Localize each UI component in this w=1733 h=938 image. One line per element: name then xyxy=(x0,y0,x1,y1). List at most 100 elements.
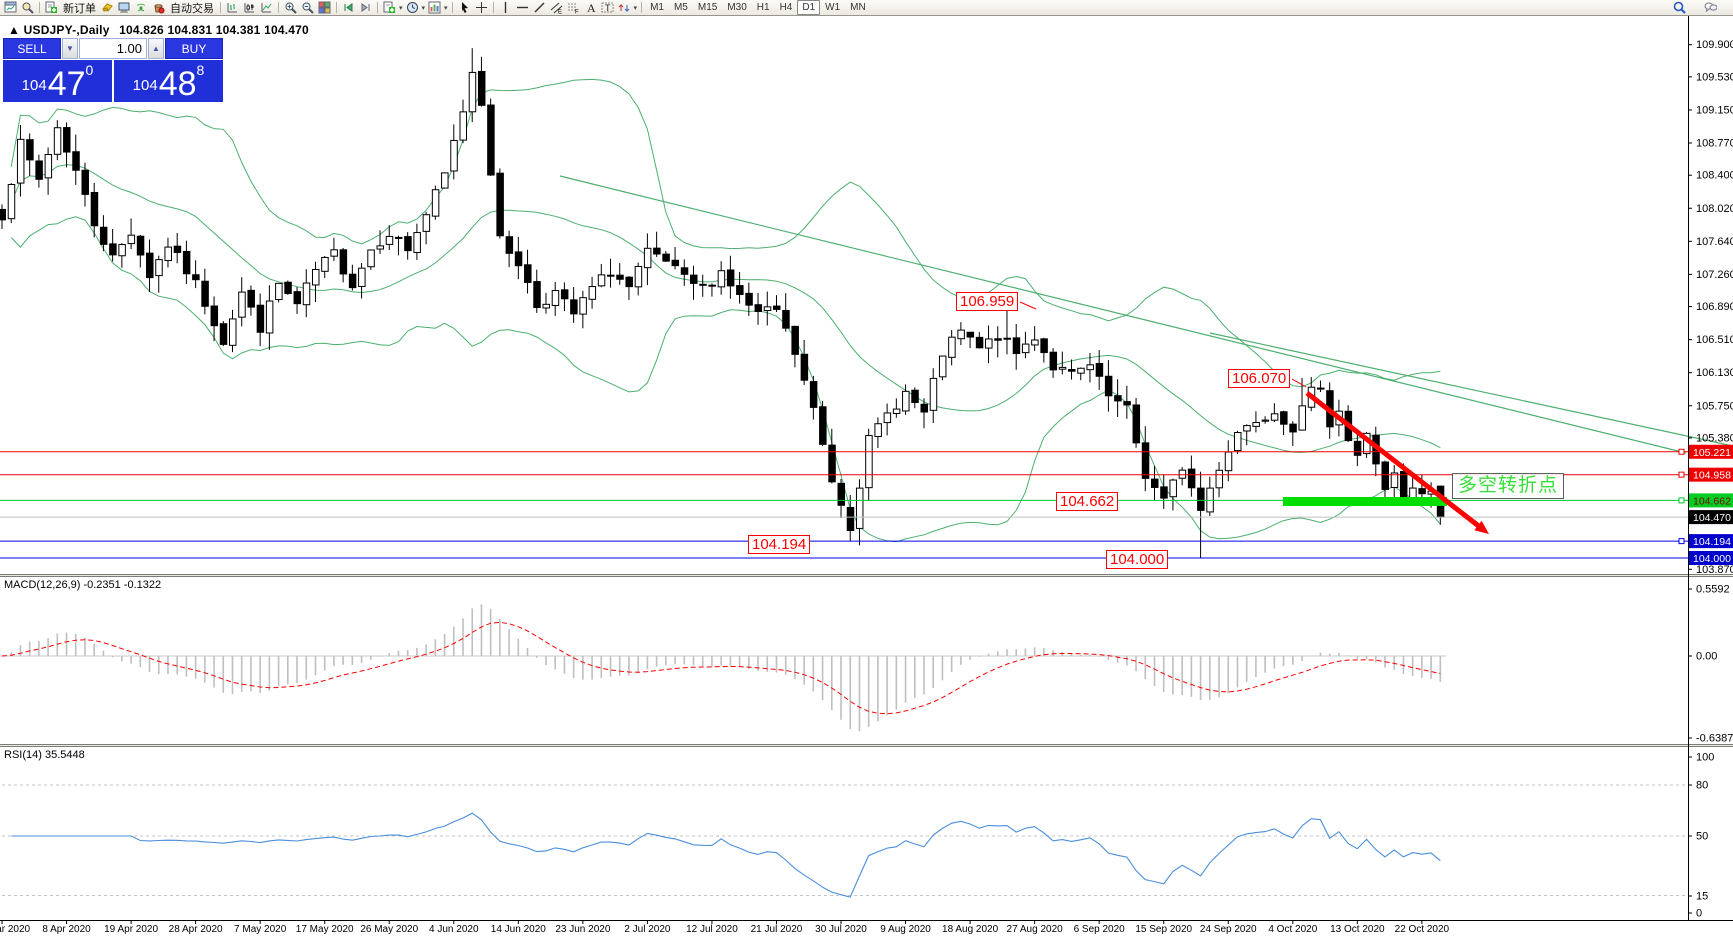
bear-candle xyxy=(1003,337,1011,340)
sell-button[interactable]: SELL xyxy=(3,38,61,59)
terminal-icon[interactable] xyxy=(116,0,133,15)
sell-price-base: 104 xyxy=(21,77,47,94)
red-trend-arrow[interactable] xyxy=(1305,391,1485,532)
price-callout[interactable]: 104.662 xyxy=(1056,492,1119,511)
volume-decrease-button[interactable]: ▼ xyxy=(62,38,78,59)
timeframe-button-d1[interactable]: D1 xyxy=(797,0,821,15)
rsi-label: RSI(14) 35.5448 xyxy=(4,749,85,761)
arrows-icon[interactable] xyxy=(616,0,633,15)
date-tick-label: 14 Jun 2020 xyxy=(490,924,546,935)
bull-candle xyxy=(1298,405,1307,431)
dropdown-caret-icon[interactable]: ▾ xyxy=(421,4,426,12)
expert-advisors-icon[interactable] xyxy=(99,0,116,15)
buy-price-display[interactable]: 104 48 8 xyxy=(114,60,223,102)
bull-candle xyxy=(44,154,53,179)
level-line-anchor[interactable] xyxy=(1678,448,1685,455)
buy-price-big: 48 xyxy=(158,65,197,103)
fibonacci-icon[interactable]: F xyxy=(565,0,582,15)
bull-candle xyxy=(1270,413,1279,421)
periods-icon[interactable] xyxy=(404,0,421,15)
support-zone-bar[interactable] xyxy=(1283,497,1447,506)
date-tick-label: 17 May 2020 xyxy=(295,924,354,935)
descending-trendline[interactable] xyxy=(559,175,1687,454)
price-badge-label: 104.958 xyxy=(1693,470,1731,482)
timeframe-button-m1[interactable]: M1 xyxy=(650,2,664,13)
pane-splitter[interactable] xyxy=(0,744,1733,747)
toolbar-separator xyxy=(492,2,494,13)
svg-text:E: E xyxy=(558,10,562,15)
time-axis[interactable]: 30 Mar 2020 8 Apr 2020 19 Apr 2020 28 Apr 2… xyxy=(0,922,1733,938)
volume-increase-button[interactable]: ▲ xyxy=(148,38,164,59)
tile-windows-icon[interactable] xyxy=(316,0,333,15)
cursor-icon[interactable] xyxy=(456,0,473,15)
zoom-out-icon[interactable] xyxy=(299,0,316,15)
equidistant-channel-icon[interactable]: E xyxy=(548,0,565,15)
descending-trendline[interactable] xyxy=(1209,332,1733,447)
new-order-icon[interactable] xyxy=(43,0,60,15)
timeframe-button-m30[interactable]: M30 xyxy=(727,2,747,13)
level-line-anchor[interactable] xyxy=(1678,538,1685,545)
pane-splitter[interactable] xyxy=(0,574,1733,577)
chat-icon[interactable] xyxy=(1702,0,1719,15)
timeframe-button-m5[interactable]: M5 xyxy=(673,2,688,13)
dropdown-caret-icon[interactable]: ▾ xyxy=(633,4,638,12)
new-order-label[interactable]: 新订单 xyxy=(63,2,96,15)
bear-candle xyxy=(1114,395,1122,402)
search-icon[interactable] xyxy=(1671,0,1688,15)
bull-candle xyxy=(367,249,375,268)
line-chart-mode-icon[interactable] xyxy=(258,0,275,15)
timeframe-button-m15[interactable]: M15 xyxy=(697,2,718,13)
chart-shift-icon[interactable] xyxy=(357,0,374,15)
bear-candle xyxy=(671,259,680,267)
buy-button[interactable]: BUY xyxy=(165,38,223,59)
price-callout[interactable]: 104.000 xyxy=(1106,550,1169,569)
bar-chart-mode-icon[interactable] xyxy=(224,0,241,15)
autotrade-label[interactable]: 自动交易 xyxy=(170,2,214,15)
timeframe-button-h4[interactable]: H4 xyxy=(779,2,793,13)
dropdown-caret-icon[interactable]: ▾ xyxy=(399,4,403,12)
price-tick-label: 108.770 xyxy=(1696,138,1733,150)
text-icon[interactable]: A xyxy=(582,0,599,15)
chart-window-icon[interactable] xyxy=(2,0,19,15)
sell-price-display[interactable]: 104 47 0 xyxy=(3,60,112,102)
text-annotation[interactable]: 多空转折点 xyxy=(1452,473,1565,499)
date-tick-label: 4 Jun 2020 xyxy=(429,924,479,935)
bull-candle xyxy=(542,303,550,309)
indicators-icon[interactable] xyxy=(426,0,443,15)
crosshair-icon[interactable] xyxy=(473,0,490,15)
bear-candle xyxy=(1280,411,1288,425)
zoom-in-icon[interactable] xyxy=(282,0,299,15)
timeframe-button-w1[interactable]: W1 xyxy=(825,2,841,13)
price-callout[interactable]: 104.194 xyxy=(748,535,811,554)
strategy-tester-icon[interactable] xyxy=(150,0,167,15)
volume-input[interactable]: 1.00 xyxy=(79,38,147,59)
collapse-panel-icon[interactable]: ▲ xyxy=(8,23,21,37)
trendline-icon[interactable] xyxy=(531,0,548,15)
bull-candle xyxy=(579,297,587,315)
price-callout[interactable]: 106.959 xyxy=(956,292,1019,311)
rsi-tick-label: 50 xyxy=(1696,831,1708,843)
date-tick-label: 19 Apr 2020 xyxy=(104,924,159,935)
bear-candle xyxy=(800,353,809,381)
market-watch-icon[interactable] xyxy=(19,0,36,15)
bull-candle xyxy=(597,274,606,287)
bull-candle xyxy=(1261,419,1270,422)
auto-scroll-icon[interactable] xyxy=(340,0,357,15)
new-template-icon[interactable] xyxy=(381,0,398,15)
bear-candle xyxy=(0,208,6,221)
horizontal-line-icon[interactable] xyxy=(514,0,531,15)
dropdown-caret-icon[interactable]: ▾ xyxy=(444,4,448,12)
vertical-line-icon[interactable] xyxy=(497,0,514,15)
price-callout[interactable]: 106.070 xyxy=(1228,369,1291,388)
text-label-icon[interactable]: T xyxy=(599,0,616,15)
candlestick-mode-icon[interactable] xyxy=(241,0,258,15)
macd-tick-label: 0.00 xyxy=(1696,651,1717,663)
level-line-anchor[interactable] xyxy=(1678,497,1685,504)
level-line-anchor[interactable] xyxy=(1678,471,1685,478)
svg-text:A: A xyxy=(587,1,596,14)
timeframe-button-h1[interactable]: H1 xyxy=(756,2,770,13)
signals-icon[interactable] xyxy=(133,0,150,15)
timeframe-button-mn[interactable]: MN xyxy=(850,2,866,13)
bull-candle xyxy=(938,355,947,378)
